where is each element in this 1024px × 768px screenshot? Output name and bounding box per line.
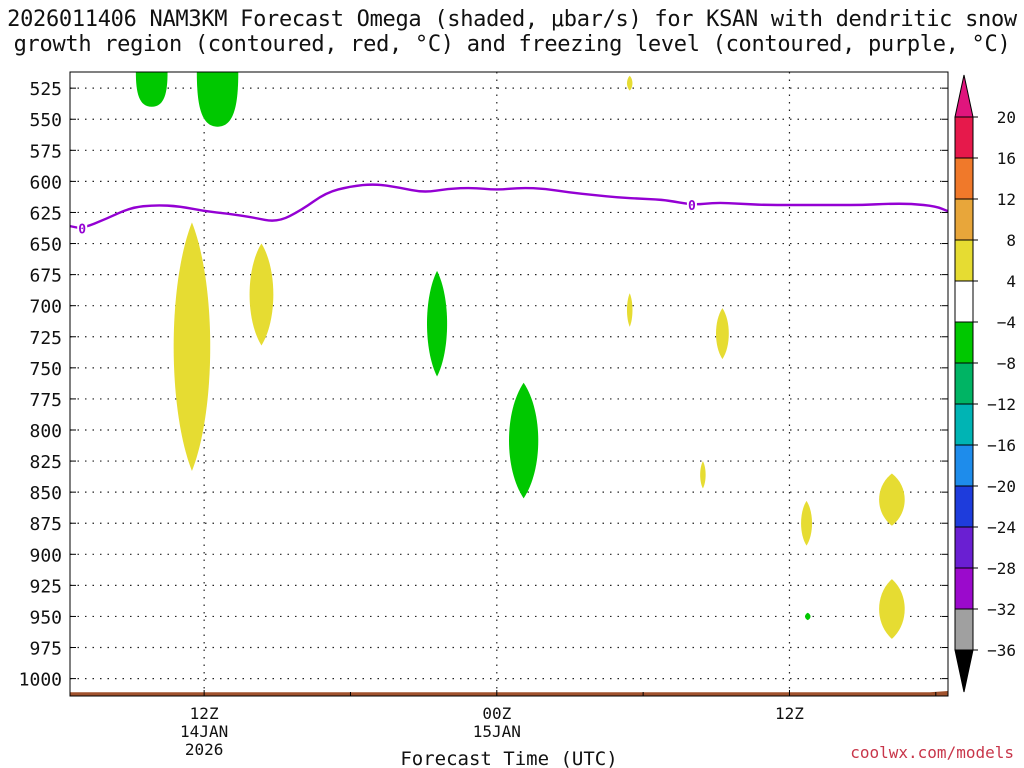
colorbar-swatch	[954, 444, 974, 487]
colorbar-swatch	[954, 362, 974, 405]
omega-region-positive	[716, 308, 729, 360]
omega-region-positive	[879, 473, 905, 526]
colorbar-label: −4	[997, 313, 1016, 332]
omega-region-positive	[626, 293, 633, 327]
y-tick-label: 675	[29, 266, 62, 287]
colorbar-swatch	[954, 157, 974, 200]
credit-link[interactable]: coolwx.com/models	[850, 743, 1014, 762]
colorbar-label: 4	[1006, 272, 1016, 291]
colorbar-label: −12	[987, 395, 1016, 414]
y-tick-label: 550	[29, 110, 62, 131]
freezing-level-contour: 00	[69, 183, 949, 238]
y-tick-label: 625	[29, 203, 62, 224]
terrain-fill	[70, 691, 948, 696]
colorbar-label: −32	[987, 600, 1016, 619]
terrain-layer	[70, 691, 948, 696]
chart-title-line-2: growth region (contoured, red, °C) and f…	[13, 32, 1011, 57]
x-tick-date: 15JAN	[473, 722, 521, 741]
y-tick-label: 525	[29, 79, 62, 100]
colorbar-swatch	[954, 321, 974, 364]
y-tick-label: 900	[29, 545, 62, 566]
omega-region-positive	[879, 579, 905, 639]
y-tick-label: 1000	[19, 670, 62, 691]
x-axis-label: Forecast Time (UTC)	[400, 748, 617, 768]
omega-region-positive	[249, 243, 274, 346]
colorbar-top-arrow	[954, 74, 974, 118]
colorbar-label: 20	[997, 108, 1016, 127]
colorbar-label: 8	[1006, 231, 1016, 250]
colorbar-swatch	[954, 567, 974, 610]
colorbar-swatch	[954, 526, 974, 569]
colorbar-label: −28	[987, 559, 1016, 578]
colorbar-label: 12	[997, 190, 1016, 209]
freezing-label-bg	[686, 197, 697, 213]
omega-region-negative	[805, 612, 811, 621]
y-tick-label: 775	[29, 390, 62, 411]
y-tick-label: 600	[29, 172, 62, 193]
y-tick-label: 575	[29, 141, 62, 162]
colorbar-swatch	[954, 198, 974, 241]
chart-title-line-1: 2026011406 NAM3KM Forecast Omega (shaded…	[7, 7, 1017, 32]
plot-frame	[69, 71, 949, 697]
freezing-label-bg	[77, 220, 88, 236]
omega-region-negative	[135, 72, 168, 107]
colorbar-swatch	[954, 608, 974, 651]
omega-region-positive	[801, 500, 813, 546]
colorbar-swatch	[954, 116, 974, 159]
x-tick-year: 2026	[185, 740, 224, 759]
freezing-level-label: 0	[688, 199, 696, 214]
colorbar-swatch	[954, 403, 974, 446]
colorbar-label: 16	[997, 149, 1016, 168]
omega-region-negative	[509, 382, 539, 499]
colorbar-label: −36	[987, 641, 1016, 660]
colorbar-label: −20	[987, 477, 1016, 496]
colorbar-bottom-arrow	[954, 649, 974, 693]
x-tick-label: 00Z	[482, 704, 511, 723]
x-tick-label: 12Z	[190, 704, 219, 723]
x-tick-label: 12Z	[775, 704, 804, 723]
y-tick-label: 825	[29, 452, 62, 473]
omega-shading	[135, 72, 905, 639]
y-tick-label: 950	[29, 607, 62, 628]
freezing-level-label: 0	[78, 223, 86, 238]
colorbar-swatch	[954, 485, 974, 528]
y-tick-label: 875	[29, 514, 62, 535]
y-axis: 525 550 575 600 625 650 675 700 725 750 775 800 825 8…	[19, 79, 948, 691]
x-tick-date: 14JAN	[180, 722, 228, 741]
colorbar-swatch	[954, 280, 974, 323]
omega-region-positive	[626, 75, 633, 91]
y-tick-label: 700	[29, 297, 62, 318]
omega-region-positive	[700, 461, 706, 489]
freezing-level-line	[69, 183, 949, 229]
y-tick-label: 975	[29, 639, 62, 660]
colorbar: 20 16 12 8 4 −4 −8 −12 −16 −20 −24 −28 −32 −36	[954, 74, 1016, 693]
colorbar-label: −8	[997, 354, 1016, 373]
y-tick-label: 650	[29, 235, 62, 256]
y-tick-label: 925	[29, 576, 62, 597]
y-tick-label: 725	[29, 328, 62, 349]
colorbar-label: −24	[987, 518, 1016, 537]
omega-region-positive	[173, 222, 211, 472]
omega-region-negative	[196, 72, 239, 127]
y-tick-label: 850	[29, 483, 62, 504]
y-tick-label: 750	[29, 359, 62, 380]
colorbar-swatch	[954, 239, 974, 282]
colorbar-label: −16	[987, 436, 1016, 455]
omega-region-negative	[426, 270, 448, 377]
y-tick-label: 800	[29, 421, 62, 442]
